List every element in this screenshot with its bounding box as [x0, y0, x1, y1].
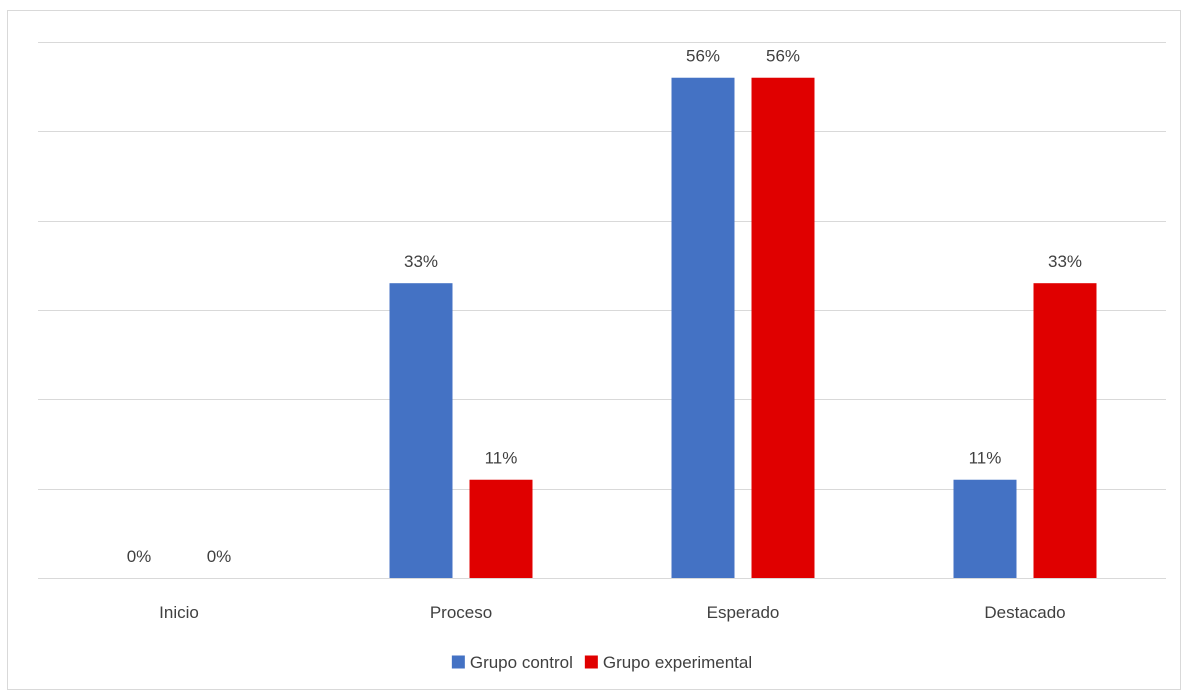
category-labels: Inicio Proceso Esperado Destacado — [159, 603, 1065, 622]
legend: Grupo control Grupo experimental — [451, 653, 752, 672]
bar-esperado-series-0 — [671, 77, 735, 578]
category-label-proceso: Proceso — [430, 603, 492, 622]
data-label-inicio-series-0: 0% — [127, 547, 152, 566]
data-label-destacado-series-1: 33% — [1048, 252, 1082, 271]
bar-esperado-series-1 — [751, 77, 815, 578]
data-label-inicio-series-1: 0% — [207, 547, 232, 566]
legend-label-series-1: Grupo experimental — [603, 653, 752, 672]
bars — [389, 77, 1097, 578]
legend-label-series-0: Grupo control — [470, 653, 573, 672]
data-label-esperado-series-1: 56% — [766, 47, 800, 66]
bar-destacado-series-1 — [1033, 283, 1097, 578]
bar-destacado-series-0 — [953, 479, 1017, 578]
data-labels: 0% 0% 33% 11% 56% 56% 11% 33% — [127, 47, 1082, 566]
bar-proceso-series-0 — [389, 283, 453, 578]
data-label-esperado-series-0: 56% — [686, 47, 720, 66]
category-label-destacado: Destacado — [984, 603, 1065, 622]
data-label-proceso-series-0: 33% — [404, 252, 438, 271]
legend-swatch-series-1 — [584, 655, 598, 669]
legend-swatch-series-0 — [451, 655, 465, 669]
data-label-proceso-series-1: 11% — [485, 449, 518, 468]
category-label-esperado: Esperado — [707, 603, 780, 622]
bar-proceso-series-1 — [469, 479, 533, 578]
category-label-inicio: Inicio — [159, 603, 199, 622]
data-label-destacado-series-0: 11% — [969, 449, 1002, 468]
